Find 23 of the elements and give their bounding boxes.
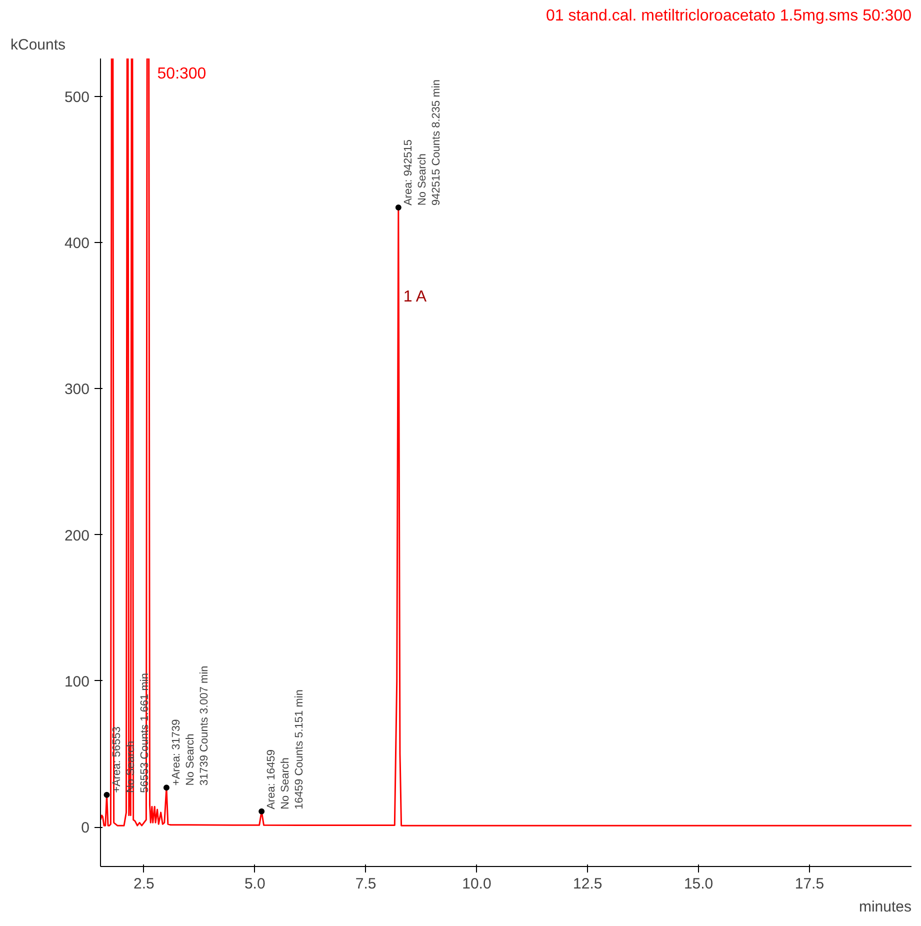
x-tick-label: 2.5 <box>134 876 154 892</box>
x-tick-label: 10.0 <box>462 876 492 892</box>
y-tick-label: 400 <box>64 235 90 252</box>
x-axis-title: minutes <box>858 898 912 916</box>
x-tick-label: 12.5 <box>573 876 602 892</box>
x-tick-label: 15.0 <box>684 876 714 892</box>
y-tick-label: 500 <box>64 88 90 106</box>
y-tick-label: 200 <box>64 527 90 544</box>
annotation: +Area: 31739 No Search 31739 Counts 3.007 min <box>170 666 210 786</box>
annotation: 50:300 <box>157 66 206 82</box>
annotation: 1 A <box>403 288 427 306</box>
annotation: Area: 942515 No Search 942515 Counts 8.235 min <box>402 80 442 206</box>
chart-title: 01 stand.cal. metiltricloroacetato 1.5mg.sms 50:300 <box>546 8 912 24</box>
annotation: Area: 16459 No Search 16459 Counts 5.151 min <box>266 690 306 810</box>
x-tick-label: 5.0 <box>244 876 266 892</box>
line-series <box>100 58 912 826</box>
annotation: +Area: 56553 No Search 56553 Counts 1.661 min <box>110 673 151 793</box>
y-tick-label: 300 <box>64 381 90 398</box>
y-axis-title: kCounts <box>10 36 66 54</box>
x-tick-label: 7.5 <box>355 876 376 892</box>
x-tick-label: 17.5 <box>794 876 824 892</box>
y-tick-label: 0 <box>81 820 90 837</box>
y-tick-label: 100 <box>64 673 90 690</box>
